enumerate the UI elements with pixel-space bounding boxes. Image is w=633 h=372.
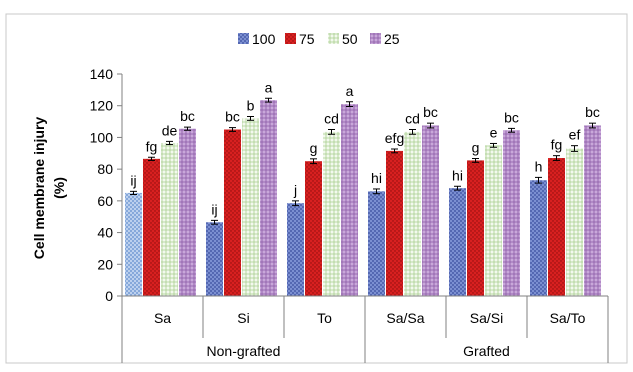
significance-label: bc	[423, 104, 438, 120]
bar-50-Sa/Si	[485, 145, 502, 296]
legend-label: 100	[252, 31, 276, 47]
y-tick-label: 40	[97, 225, 113, 241]
bar-100-Sa	[125, 192, 142, 296]
bar-50-Sa	[161, 142, 178, 296]
y-tick-label: 20	[97, 256, 113, 272]
significance-label: hi	[371, 170, 382, 186]
bar-75-Sa/Si	[467, 160, 484, 296]
bar-75-To	[305, 161, 322, 296]
significance-label: g	[472, 140, 480, 156]
x-category-label: Sa/Si	[470, 310, 503, 326]
significance-label: e	[490, 124, 498, 140]
significance-label: cd	[324, 111, 339, 127]
bar-100-Si	[206, 222, 223, 296]
x-axis: Sa Si To Sa/Sa Sa/Si Sa/To Non-grafted Grafted	[121, 295, 609, 363]
y-axis-label-line1: Cell membrane injury	[31, 117, 47, 260]
significance-label: g	[310, 140, 318, 156]
bar-25-Si	[260, 100, 277, 297]
significance-label: bc	[225, 109, 240, 125]
bar-100-To	[287, 203, 304, 296]
bar-100-Sa/Sa	[368, 191, 385, 296]
significance-label: ef	[569, 127, 581, 143]
significance-label: b	[247, 97, 255, 113]
x-category-label: Sa/To	[550, 310, 586, 326]
bar-50-Sa/To	[566, 148, 583, 296]
bar-50-Si	[242, 118, 259, 297]
y-tick-label: 120	[90, 98, 114, 114]
significance-label: bc	[180, 108, 195, 124]
x-category-label: Sa	[154, 310, 171, 326]
significance-label: bc	[585, 104, 600, 120]
legend-label: 75	[299, 31, 315, 47]
significance-label: cd	[405, 111, 420, 127]
bar-100-Sa/To	[530, 180, 547, 296]
legend: 100 75 50 25	[238, 31, 400, 47]
legend-swatch-75	[285, 33, 296, 44]
bar-75-Si	[224, 129, 241, 296]
significance-label: fg	[551, 137, 563, 153]
plot-frame	[5, 13, 628, 364]
legend-label: 25	[384, 31, 400, 47]
bar-25-Sa/Si	[503, 130, 520, 296]
bar-25-Sa/Sa	[422, 125, 439, 297]
legend-swatch-50	[328, 33, 339, 44]
legend-swatch-25	[370, 33, 381, 44]
significance-label: h	[535, 158, 543, 174]
bar-25-Sa	[179, 128, 196, 296]
bar-50-To	[323, 131, 340, 296]
legend-label: 50	[342, 31, 358, 47]
bar-75-Sa/Sa	[386, 150, 403, 296]
significance-label: efg	[385, 130, 404, 146]
significance-label: hi	[452, 167, 463, 183]
x-category-label: Sa/Sa	[386, 310, 424, 326]
significance-label: fg	[146, 138, 158, 154]
x-category-label: To	[317, 310, 332, 326]
significance-label: a	[346, 83, 354, 99]
y-tick-label: 60	[97, 193, 113, 209]
bar-25-Sa/To	[584, 125, 601, 297]
significance-label: bc	[504, 109, 519, 125]
x-group-label: Grafted	[463, 343, 510, 359]
legend-swatch-100	[238, 33, 249, 44]
y-tick-label: 100	[90, 129, 114, 145]
y-tick-label: 80	[97, 161, 113, 177]
significance-label: a	[265, 79, 273, 95]
bar-25-To	[341, 104, 358, 296]
y-tick-label: 140	[90, 66, 114, 82]
x-group-label: Non-grafted	[207, 343, 281, 359]
significance-label: ij	[211, 201, 217, 217]
x-category-label: Si	[237, 310, 249, 326]
significance-label: j	[293, 182, 297, 198]
significance-label: de	[162, 122, 178, 138]
significance-label: ij	[130, 172, 136, 188]
y-tick-label: 0	[105, 288, 113, 304]
y-axis-label-line2: (%)	[51, 177, 67, 199]
y-axis: 0 20 40 60 80 100 120 140	[90, 66, 123, 304]
bar-75-Sa/To	[548, 158, 565, 296]
bar-100-Sa/Si	[449, 188, 466, 296]
bar-75-Sa	[143, 158, 160, 296]
bar-50-Sa/Sa	[404, 131, 421, 296]
